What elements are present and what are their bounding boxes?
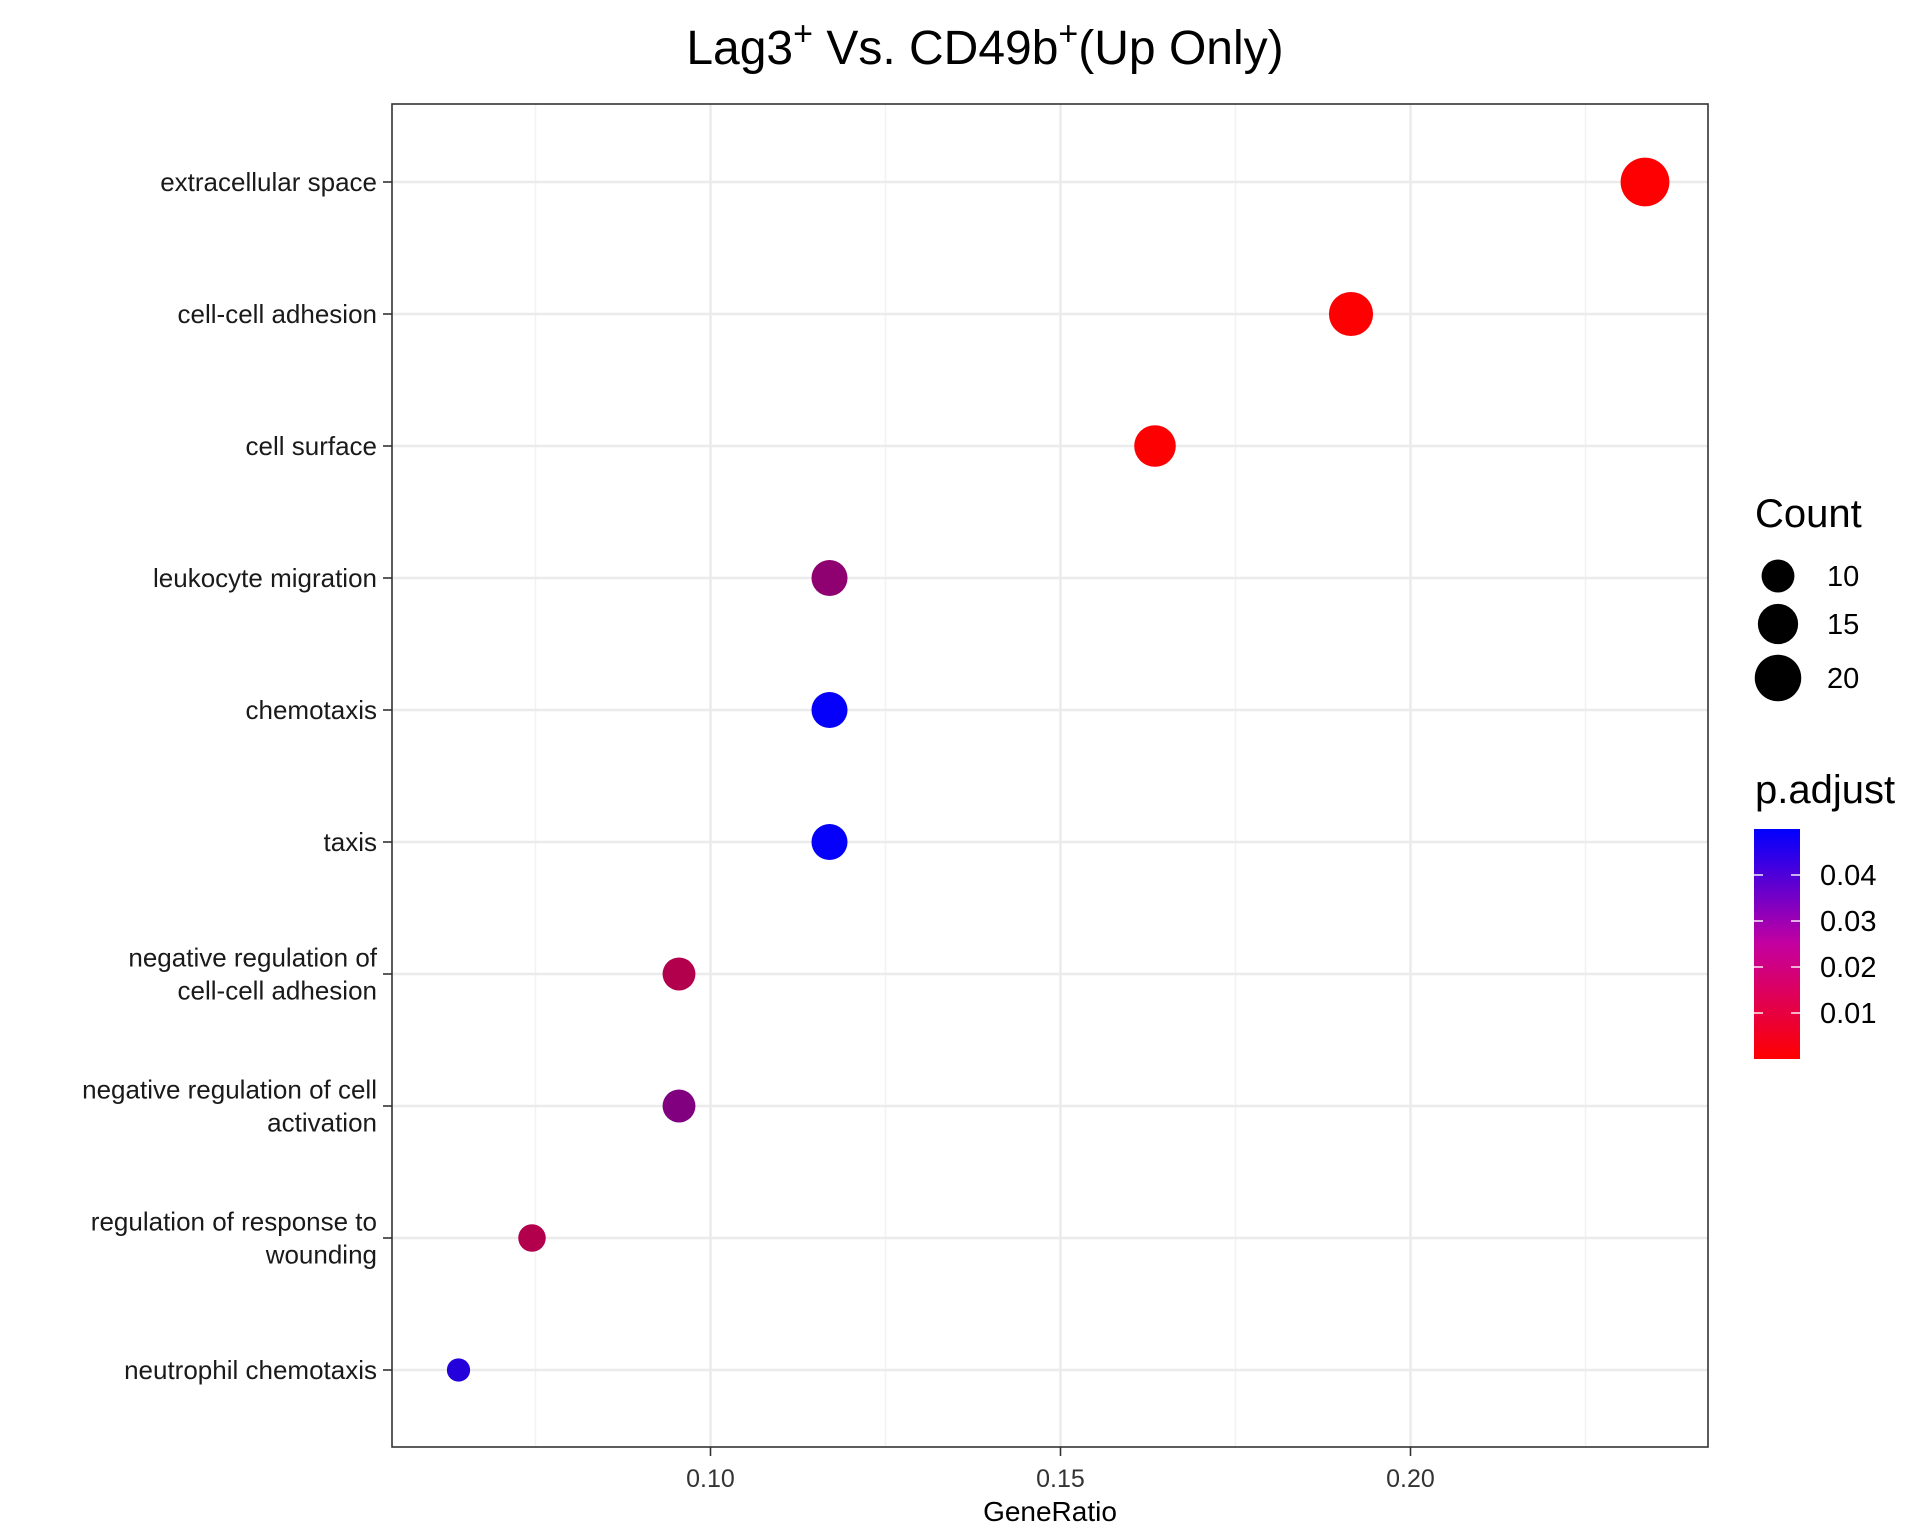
y-category-label: neutrophil chemotaxis (124, 1355, 377, 1385)
data-point (1328, 291, 1374, 337)
plot-background (392, 104, 1708, 1447)
x-tick-label: 0.10 (686, 1465, 735, 1493)
chart-title: Lag3+ Vs. CD49b+(Up Only) (686, 15, 1283, 75)
title-superscript-2: + (1058, 15, 1078, 53)
p-adjust-legend-label: 0.01 (1820, 998, 1876, 1030)
p-adjust-legend-label: 0.04 (1820, 860, 1876, 892)
p-adjust-legend-label: 0.02 (1820, 952, 1876, 984)
count-legend: Count 10 15 20 (1754, 492, 1862, 702)
p-adjust-legend-title: p.adjust (1755, 768, 1895, 812)
y-category-label: cell-cell adhesion (178, 299, 377, 329)
p-adjust-legend-label: 0.03 (1820, 906, 1876, 938)
data-point (811, 691, 848, 729)
p-adjust-colorbar (1754, 829, 1800, 1059)
title-superscript-1: + (793, 15, 813, 53)
y-axis: extracellular space cell-cell adhesion cel… (82, 167, 392, 1385)
grid-minor (534, 104, 1587, 1447)
count-legend-title: Count (1755, 492, 1862, 536)
y-category-label: leukocyte migration (153, 563, 377, 593)
count-legend-label: 20 (1827, 663, 1859, 695)
grid-major (392, 104, 1708, 1447)
y-category-label: regulation of response to wounding (91, 1207, 377, 1270)
y-category-label: negative regulation of cell-cell adhesion (128, 943, 377, 1006)
count-legend-label: 10 (1827, 561, 1859, 593)
plot-panel (391, 103, 1709, 1448)
data-point (811, 559, 848, 597)
data-point (1620, 157, 1670, 207)
count-legend-key (1754, 654, 1802, 702)
y-category-label: cell surface (246, 431, 378, 461)
data-point (446, 1358, 471, 1382)
data-points (446, 157, 1670, 1382)
data-point (662, 1089, 696, 1123)
y-category-label: negative regulation of cell activation (82, 1075, 377, 1138)
y-category-label: chemotaxis (246, 695, 378, 725)
y-category-label: extracellular space (160, 167, 377, 197)
plot-border (391, 103, 1709, 1448)
data-point (518, 1224, 546, 1252)
data-point (811, 823, 848, 861)
x-axis-title: GeneRatio (983, 1496, 1117, 1527)
count-legend-key (1757, 603, 1799, 645)
count-legend-key (1761, 559, 1795, 593)
p-adjust-legend: p.adjust 0.04 0.03 0.02 0.01 (1754, 768, 1895, 1059)
y-category-label: taxis (324, 827, 377, 857)
x-tick-label: 0.15 (1036, 1465, 1085, 1493)
x-tick-label: 0.20 (1386, 1465, 1435, 1493)
count-legend-label: 15 (1827, 609, 1859, 641)
data-point (1134, 425, 1176, 467)
data-point (662, 957, 696, 991)
x-axis: 0.10 0.15 0.20 (686, 1447, 1435, 1493)
